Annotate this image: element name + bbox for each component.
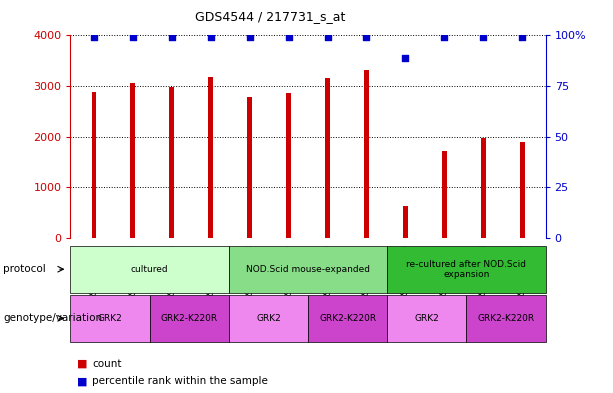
Point: [478, 34, 488, 40]
Bar: [169, 87, 174, 238]
Bar: [442, 151, 447, 238]
Text: genotype/variation: genotype/variation: [3, 313, 102, 323]
Point: [362, 34, 371, 40]
Text: GRK2: GRK2: [414, 314, 439, 323]
Point: [284, 34, 294, 40]
Bar: [364, 70, 369, 238]
Text: protocol: protocol: [3, 264, 46, 274]
Text: GRK2: GRK2: [256, 314, 281, 323]
Point: [167, 34, 177, 40]
Bar: [208, 77, 213, 238]
Bar: [325, 78, 330, 238]
Text: GRK2-K220R: GRK2-K220R: [319, 314, 376, 323]
Text: GRK2-K220R: GRK2-K220R: [161, 314, 218, 323]
Point: [128, 34, 138, 40]
Text: GRK2-K220R: GRK2-K220R: [478, 314, 535, 323]
Text: cultured: cultured: [131, 265, 169, 274]
Point: [89, 34, 99, 40]
Point: [322, 34, 332, 40]
Text: NOD.Scid mouse-expanded: NOD.Scid mouse-expanded: [246, 265, 370, 274]
Text: re-cultured after NOD.Scid
expansion: re-cultured after NOD.Scid expansion: [406, 259, 527, 279]
Text: GRK2: GRK2: [97, 314, 123, 323]
Bar: [481, 138, 485, 238]
Bar: [91, 92, 96, 238]
Text: ■: ■: [77, 358, 87, 369]
Bar: [247, 97, 252, 238]
Bar: [286, 92, 291, 238]
Bar: [403, 206, 408, 238]
Text: ■: ■: [77, 376, 87, 386]
Text: percentile rank within the sample: percentile rank within the sample: [92, 376, 268, 386]
Bar: [520, 142, 525, 238]
Text: GDS4544 / 217731_s_at: GDS4544 / 217731_s_at: [194, 10, 345, 23]
Point: [400, 55, 410, 61]
Point: [440, 34, 449, 40]
Point: [517, 34, 527, 40]
Point: [245, 34, 254, 40]
Text: count: count: [92, 358, 121, 369]
Bar: [131, 83, 135, 238]
Point: [206, 34, 216, 40]
